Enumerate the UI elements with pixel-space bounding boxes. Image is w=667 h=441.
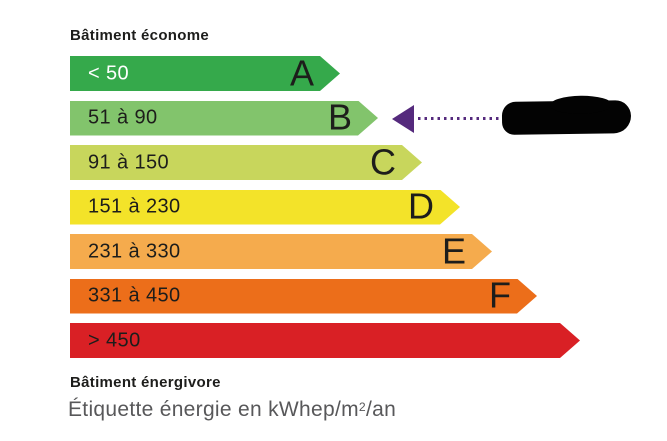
energy-bar-f: 331 à 450 F — [70, 279, 537, 314]
dotted-connector — [418, 117, 502, 120]
caption-text: Étiquette énergie en kWhep/m — [68, 398, 359, 421]
bottom-annotation: Bâtiment énergivore — [70, 374, 221, 391]
range-label: 231 à 330 — [88, 240, 181, 262]
range-label: > 450 — [88, 329, 141, 351]
grade-letter: A — [289, 51, 314, 93]
range-label: < 50 — [88, 62, 130, 84]
energy-bar-e: 231 à 330 E — [70, 234, 492, 269]
caption-suffix: /an — [365, 398, 397, 421]
grade-letter: D — [408, 185, 434, 227]
range-label: 51 à 90 — [88, 106, 158, 129]
caption-superscript: 2 — [358, 399, 366, 414]
energy-bar-b: 51 à 90 B — [70, 101, 378, 136]
energy-bar-g: > 450 G — [70, 323, 580, 358]
range-label: 151 à 230 — [88, 195, 181, 218]
range-label: 331 à 450 — [88, 284, 181, 307]
top-annotation: Bâtiment économe — [70, 27, 209, 44]
grade-letter: E — [441, 229, 466, 271]
energy-bar-d: 151 à 230 D — [70, 190, 460, 225]
range-label: 91 à 150 — [88, 151, 170, 173]
grade-letter: B — [327, 96, 352, 138]
chart-caption: Étiquette énergie en kWhep/m2/an — [68, 398, 396, 422]
redacted-value-blob — [501, 100, 632, 135]
left-arrow-icon — [392, 105, 414, 133]
grade-letter: C — [370, 140, 396, 182]
grade-letter: F — [489, 274, 511, 316]
energy-bar-a: < 50 A — [70, 56, 340, 91]
energy-bar-c: 91 à 150 C — [70, 145, 422, 180]
